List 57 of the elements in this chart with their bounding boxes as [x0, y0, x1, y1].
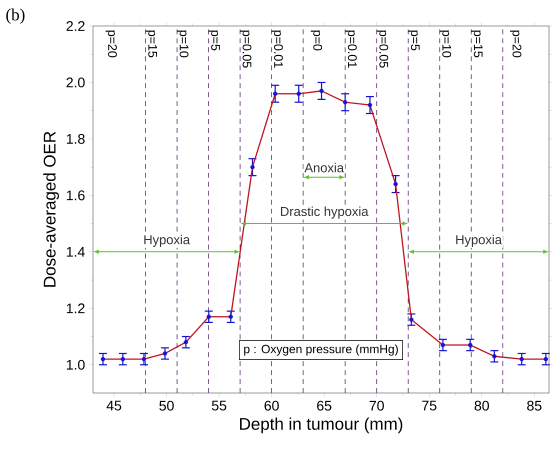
- point: [120, 356, 126, 362]
- point: [492, 354, 497, 358]
- point: [228, 314, 233, 319]
- point: [319, 88, 324, 94]
- y-tick-label: 1.0: [66, 360, 85, 370]
- annotation: p=0.05: [376, 30, 388, 68]
- annotation: p=10: [177, 30, 188, 58]
- annotation: p=15: [471, 30, 483, 58]
- annotation: p=20: [106, 30, 117, 58]
- annotation: p=20: [510, 30, 522, 58]
- point: [100, 356, 106, 362]
- point: [342, 100, 348, 104]
- x-tick-label: 75: [422, 400, 436, 411]
- annotation: p=5: [208, 30, 220, 50]
- x-tick-label: 45: [106, 400, 122, 411]
- annotation: p=15: [146, 30, 157, 58]
- x-tick-label: 50: [159, 400, 174, 411]
- annotation: Hypoxia: [144, 234, 190, 247]
- annotation: p : Oxygen pressure (mmHg): [244, 344, 398, 356]
- text: (b): [6, 8, 25, 24]
- point: [368, 102, 372, 108]
- point: [296, 92, 301, 96]
- point: [162, 351, 168, 356]
- point: [409, 317, 414, 322]
- point: [468, 342, 472, 348]
- annotation: p=0.05: [240, 30, 252, 68]
- y-tick-label: 1.8: [66, 134, 85, 144]
- point: [142, 356, 146, 362]
- x-tick-label: 65: [317, 400, 332, 411]
- annotation: Drastic hypoxia: [280, 206, 368, 219]
- x-tick-label: 60: [264, 400, 279, 411]
- y-tick-label: 2.0: [66, 78, 85, 88]
- point: [519, 356, 524, 362]
- annotation: Anoxia: [304, 162, 344, 172]
- x-tick-label: 85: [527, 400, 542, 411]
- point: [206, 314, 211, 319]
- annotation: p=0: [310, 30, 322, 50]
- annotation: Hypoxia: [456, 234, 502, 247]
- point: [273, 92, 278, 96]
- annotation: p=0.01: [272, 30, 283, 68]
- point: [440, 342, 446, 348]
- point: [544, 356, 548, 362]
- annotation: p=0.01: [345, 30, 357, 68]
- x-tick-label: 55: [212, 400, 226, 411]
- annotation: p=10: [440, 30, 452, 58]
- annotation: p=5: [408, 30, 420, 50]
- point: [393, 182, 398, 186]
- x-tick-label: 70: [370, 400, 384, 411]
- y-axis-title: Dose-averaged OER: [43, 132, 59, 287]
- y-tick-label: 1.6: [66, 190, 85, 200]
- x-axis-title: Depth in tumour (mm): [240, 417, 402, 434]
- y-tick-label: 1.4: [66, 247, 85, 257]
- x-tick-label: 80: [474, 400, 489, 411]
- y-tick-label: 1.2: [66, 303, 85, 314]
- y-tick-label: 2.2: [66, 21, 85, 31]
- point: [184, 340, 188, 344]
- point: [250, 164, 255, 170]
